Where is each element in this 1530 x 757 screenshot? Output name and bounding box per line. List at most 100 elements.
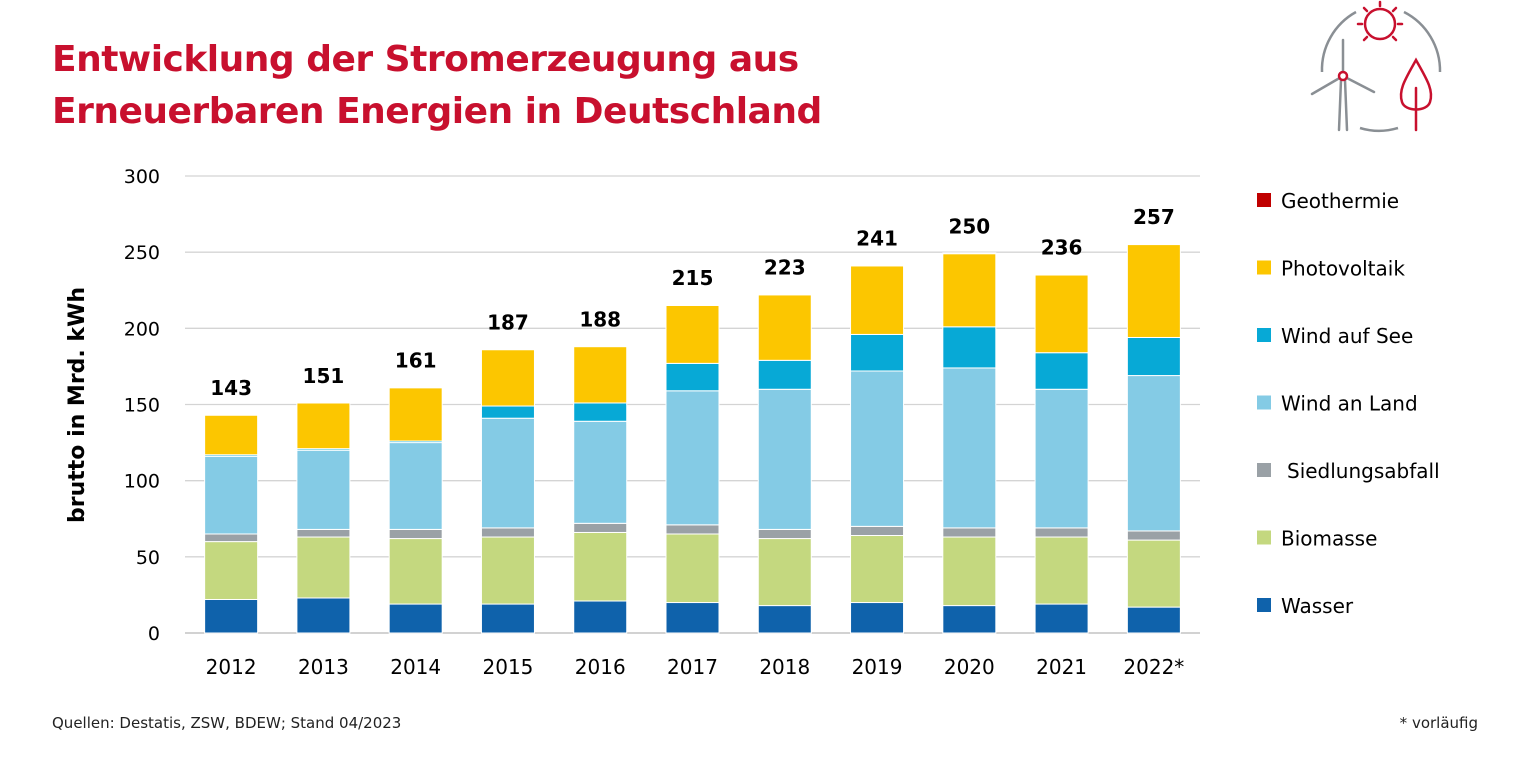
bar-segment-siedlungsabfall-2016	[573, 522, 628, 533]
bar-segment-photovoltaik-2013	[296, 402, 351, 450]
bar-segment-siedlungsabfall-2021	[1034, 527, 1089, 538]
bar-segment-geothermie-2019	[850, 264, 905, 267]
bar-segment-photovoltaik-2014	[388, 387, 443, 442]
title-line-2: Erneuerbaren Energien in Deutschland	[52, 91, 822, 132]
bar-segment-siedlungsabfall-2015	[480, 527, 535, 538]
bar-segment-biomasse-2016	[573, 531, 628, 602]
renewable-energy-icon	[1310, 0, 1442, 133]
bar-segment-wind-an-land-2022	[1126, 375, 1181, 532]
x-tick-label-2015: 2015	[483, 655, 534, 679]
bar-segment-wasser-2014	[388, 603, 443, 634]
bar-segment-wind-an-land-2018	[757, 388, 812, 530]
total-label-2018: 223	[764, 256, 806, 280]
bar-segment-siedlungsabfall-2014	[388, 528, 443, 540]
bar-segment-photovoltaik-2020	[942, 253, 997, 328]
bar-segment-siedlungsabfall-2012	[204, 533, 259, 543]
y-tick-label: 0	[148, 623, 160, 645]
bar-segment-biomasse-2020	[942, 536, 997, 607]
bar-segment-geothermie-2012	[204, 413, 259, 416]
bar-segment-geothermie-2015	[480, 348, 535, 351]
legend-swatch-wind-an-land	[1257, 395, 1271, 410]
bar-segment-photovoltaik-2016	[573, 346, 628, 404]
legend-label-wind-auf-see: Wind auf See	[1281, 324, 1413, 348]
total-label-2015: 187	[487, 310, 529, 334]
bar-segment-wasser-2021	[1034, 603, 1089, 634]
bar-segment-wind-an-land-2017	[665, 390, 720, 526]
bar-segment-geothermie-2017	[665, 304, 720, 306]
legend-swatch-wasser	[1257, 598, 1271, 612]
bar-segment-biomasse-2021	[1034, 536, 1089, 605]
bar-segment-wind-an-land-2019	[850, 370, 905, 527]
bar-segment-biomasse-2013	[296, 536, 351, 599]
x-tick-label-2022: 2022*	[1123, 655, 1184, 679]
legend-swatch-wind-auf-see	[1257, 328, 1271, 342]
bar-segment-biomasse-2014	[388, 538, 443, 605]
total-label-2022: 257	[1133, 205, 1175, 229]
source-note: Quellen: Destatis, ZSW, BDEW; Stand 04/2…	[52, 714, 402, 732]
bar-segment-wasser-2020	[942, 605, 997, 634]
total-label-2014: 161	[395, 349, 437, 373]
bar-segment-wind-auf-see-2016	[573, 402, 628, 422]
bar-segment-biomasse-2019	[850, 535, 905, 604]
legend-label-wind-an-land: Wind an Land	[1281, 392, 1418, 416]
x-tick-label-2014: 2014	[390, 655, 441, 679]
bar-segment-geothermie-2020	[942, 252, 997, 255]
legend-label-siedlungsabfall: Siedlungsabfall	[1287, 459, 1440, 483]
legend-swatch-siedlungsabfall	[1257, 463, 1271, 477]
bar-segment-wasser-2017	[665, 602, 720, 634]
bar-segment-photovoltaik-2012	[204, 414, 259, 456]
bar-segment-wind-auf-see-2022	[1126, 336, 1181, 377]
x-tick-label-2018: 2018	[759, 655, 810, 679]
total-label-2012: 143	[210, 376, 252, 400]
bar-segment-wind-auf-see-2020	[942, 326, 997, 369]
bar-segment-wind-auf-see-2015	[480, 405, 535, 419]
legend-label-photovoltaik: Photovoltaik	[1281, 257, 1405, 281]
bar-segment-wind-an-land-2020	[942, 367, 997, 529]
bar-segment-wind-an-land-2013	[296, 449, 351, 530]
x-tick-label-2019: 2019	[852, 655, 903, 679]
x-tick-label-2020: 2020	[944, 655, 995, 679]
bar-segment-biomasse-2012	[204, 541, 259, 600]
bar-segment-wasser-2018	[757, 605, 812, 634]
x-tick-label-2021: 2021	[1036, 655, 1087, 679]
total-label-2013: 151	[303, 364, 345, 388]
bar-segment-wasser-2016	[573, 600, 628, 634]
bar-segment-biomasse-2015	[480, 536, 535, 605]
bar-segment-siedlungsabfall-2019	[850, 525, 905, 537]
total-label-2016: 188	[579, 307, 621, 331]
bar-segment-wind-an-land-2014	[388, 442, 443, 530]
legend-label-geothermie: Geothermie	[1281, 189, 1399, 213]
bar-segment-siedlungsabfall-2018	[757, 528, 812, 540]
bar-segment-wind-an-land-2015	[480, 417, 535, 529]
total-label-2020: 250	[948, 214, 990, 238]
bar-segment-siedlungsabfall-2020	[942, 527, 997, 538]
y-tick-label: 200	[124, 318, 160, 340]
title-line-1: Entwicklung der Stromerzeugung aus	[52, 39, 799, 80]
bar-segment-wind-an-land-2021	[1034, 388, 1089, 529]
bar-segment-geothermie-2013	[296, 401, 351, 404]
bar-segment-photovoltaik-2019	[850, 265, 905, 335]
y-tick-label: 50	[136, 547, 160, 569]
bar-segment-wasser-2019	[850, 602, 905, 634]
bar-segment-photovoltaik-2015	[480, 349, 535, 407]
bar-segment-wind-auf-see-2018	[757, 359, 812, 390]
total-label-2017: 215	[672, 266, 714, 290]
footnote: * vorläufig	[1399, 714, 1478, 732]
y-tick-label: 100	[124, 471, 160, 493]
y-axis-title: brutto in Mrd. kWh	[65, 287, 90, 523]
y-tick-label: 300	[124, 166, 160, 188]
y-tick-label: 250	[124, 242, 160, 264]
bar-segment-wind-auf-see-2019	[850, 333, 905, 372]
bar-segment-geothermie-2022	[1126, 243, 1181, 246]
legend-swatch-photovoltaik	[1257, 260, 1271, 275]
x-tick-label-2013: 2013	[298, 655, 349, 679]
total-label-2021: 236	[1041, 236, 1083, 260]
bar-segment-photovoltaik-2018	[757, 294, 812, 361]
bar-segment-geothermie-2018	[757, 293, 812, 296]
bar-segment-siedlungsabfall-2017	[665, 524, 720, 535]
legend-swatch-geothermie	[1257, 193, 1271, 207]
bar-segment-biomasse-2022	[1126, 539, 1181, 608]
bar-segment-biomasse-2017	[665, 533, 720, 604]
bar-segment-geothermie-2014	[388, 386, 443, 389]
